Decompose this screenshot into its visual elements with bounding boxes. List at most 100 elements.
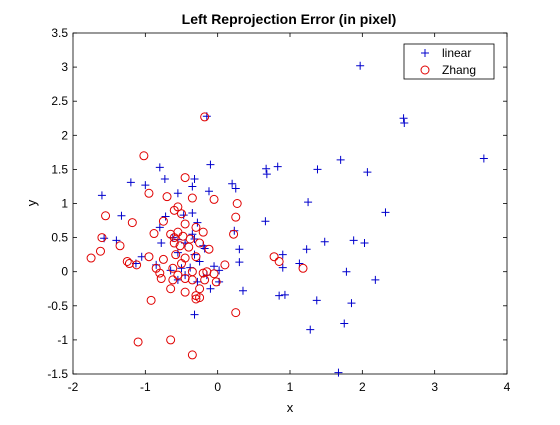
data-point-zhang [198,227,208,237]
data-point-linear [141,181,150,190]
data-point-zhang [200,275,210,285]
data-point-linear [342,267,351,276]
data-point-zhang [169,205,179,215]
data-point-linear [400,119,409,128]
y-tick-label: 3 [61,60,68,74]
data-point-zhang [166,335,176,345]
y-tick-label: 1.5 [51,162,68,176]
data-markers [86,61,488,377]
y-axis-label: y [24,199,39,206]
data-point-zhang [122,256,132,266]
data-point-zhang [231,308,241,318]
data-point-zhang [166,284,176,294]
legend-plus-icon [421,49,429,57]
data-point-zhang [177,209,186,219]
y-tick-label: -1.5 [47,367,68,381]
data-point-linear [340,319,349,328]
data-point-zhang [149,229,159,239]
data-point-zhang [195,284,205,294]
data-point-linear [190,250,199,259]
data-point-linear [188,209,197,218]
axis-tick-labels: -2 -1 0 1 2 3 4 -1.5 -1 -0.5 0 0.5 1 1.5 2 2.5 3 3.5 [47,26,510,394]
data-point-linear [137,252,146,261]
data-point-zhang [187,350,197,360]
x-tick-label: 1 [287,380,294,394]
data-point-zhang [169,238,179,248]
data-point-linear [275,291,284,300]
data-point-linear [206,160,215,169]
data-point-zhang [211,277,221,287]
data-point-linear [306,325,315,334]
data-point-linear [349,236,358,245]
data-point-linear [173,248,182,257]
data-point-zhang [209,194,219,204]
legend-marker-linear [421,49,429,57]
data-point-linear [126,178,135,187]
data-point-linear [188,230,197,239]
data-point-zhang [232,199,242,208]
data-point-zhang [298,263,308,273]
y-tick-label: -1 [57,333,68,347]
data-point-linear [278,263,287,272]
data-point-linear [193,218,202,227]
data-point-linear [177,264,186,273]
data-point-zhang [209,269,219,279]
data-point-linear [190,310,199,319]
data-point-zhang [155,268,165,278]
data-point-zhang [229,229,239,239]
data-point-linear [399,114,408,123]
legend-label-linear: linear [442,46,471,60]
data-point-linear [262,164,271,173]
data-point-zhang [127,218,137,228]
data-point-linear [97,191,106,200]
data-point-zhang [171,250,181,260]
data-point-linear [231,184,240,193]
data-point-zhang [187,275,197,285]
data-point-linear [179,211,188,220]
data-point-zhang [195,238,205,248]
data-point-linear [371,275,380,284]
data-point-linear [155,163,164,172]
data-point-zhang [274,256,284,266]
data-point-linear [173,275,182,284]
data-point-zhang [124,259,134,269]
data-point-linear [347,299,356,308]
data-point-linear [210,262,219,271]
data-point-linear [117,211,126,220]
data-point-zhang [132,260,142,270]
data-point-zhang [180,173,190,183]
data-point-linear [173,189,182,198]
data-point-zhang [169,233,179,243]
data-point-linear [360,239,369,248]
data-point-linear [160,174,169,183]
data-point-linear [278,250,287,259]
y-tick-label: 0 [61,265,68,279]
x-tick-label: -2 [68,380,79,394]
data-point-linear [204,187,213,196]
data-point-linear [157,239,166,248]
data-point-linear [228,179,237,188]
legend-label-zhang: Zhang [442,63,476,77]
data-point-zhang [231,212,241,222]
data-point-linear [235,245,244,254]
legend: linear Zhang [403,43,495,80]
data-point-zhang [158,254,168,264]
data-point-zhang [158,216,168,226]
data-point-linear [313,165,322,174]
data-point-zhang [187,193,197,203]
y-tick-label: 2.5 [51,94,68,108]
data-point-linear [312,296,321,305]
data-point-zhang [168,263,178,273]
data-point-zhang [168,275,178,285]
data-point-zhang [220,260,230,270]
y-tick-label: 3.5 [51,26,68,40]
chart-title: Left Reprojection Error (in pixel) [182,11,397,27]
x-axis-label: x [287,400,294,415]
data-point-linear [320,237,329,246]
data-point-zhang [133,337,143,347]
y-tick-label: 0.5 [51,231,68,245]
data-point-zhang [191,252,201,262]
legend-circle-icon [420,65,430,75]
